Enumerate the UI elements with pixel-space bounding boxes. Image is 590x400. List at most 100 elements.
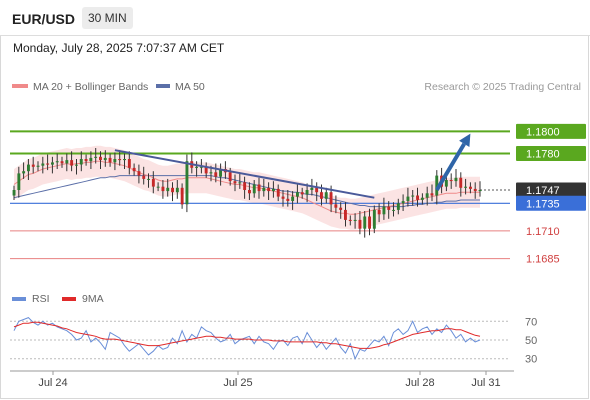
- candle-body: [171, 187, 174, 193]
- candle-body: [459, 177, 463, 188]
- bollinger-band-layer: [14, 145, 480, 230]
- x-tick-label: Jul 31: [471, 377, 500, 389]
- candle-body: [430, 193, 434, 196]
- candle-body: [425, 193, 429, 198]
- candle: [262, 178, 266, 197]
- candle-body: [51, 162, 54, 165]
- rsi-tick-label: 30: [525, 354, 537, 366]
- candle-body: [75, 164, 78, 166]
- candle-body: [416, 195, 419, 200]
- rsi-legend: RSI 9MA: [12, 293, 104, 305]
- candle: [473, 182, 477, 199]
- candle-body: [123, 159, 126, 161]
- candle-body: [175, 187, 179, 193]
- candle-body: [36, 165, 40, 167]
- candle-body: [46, 163, 50, 165]
- level-label-1-1735: 1.1735: [526, 198, 560, 210]
- candle: [108, 153, 112, 167]
- candle-body: [195, 166, 198, 168]
- candle-body: [387, 206, 391, 210]
- candle-body: [444, 180, 448, 187]
- candle-body: [41, 163, 45, 166]
- candle: [113, 152, 117, 171]
- candle: [464, 178, 467, 195]
- x-tick-label: Jul 25: [223, 377, 252, 389]
- candle-body: [454, 177, 458, 182]
- candle: [195, 161, 198, 177]
- candle: [175, 180, 179, 199]
- candle: [219, 163, 222, 186]
- candle: [353, 213, 357, 229]
- candle: [459, 172, 463, 197]
- candle-body: [257, 184, 261, 192]
- candle: [252, 180, 256, 198]
- candle-body: [420, 197, 424, 200]
- candle-body: [291, 196, 295, 201]
- candle: [27, 159, 30, 180]
- candle-body: [334, 204, 338, 208]
- level-label-1-1800: 1.1800: [526, 126, 560, 138]
- candle-body: [358, 219, 362, 229]
- candle: [478, 181, 482, 197]
- candle-body: [276, 188, 280, 197]
- candle: [103, 150, 107, 167]
- ma20-legend-label: MA 20 + Bollinger Bands: [33, 81, 148, 93]
- candle: [94, 148, 98, 164]
- candle: [401, 194, 405, 211]
- level-label-1-1685: 1.1685: [526, 254, 560, 266]
- candle-body: [368, 216, 371, 229]
- candle: [296, 184, 299, 204]
- candle-body: [17, 173, 21, 190]
- candle-body: [401, 201, 405, 204]
- candle-body: [233, 181, 237, 184]
- candle-body: [411, 195, 415, 197]
- candle: [425, 186, 429, 206]
- candle-body: [132, 167, 136, 172]
- candle: [214, 163, 218, 183]
- candle: [344, 202, 347, 227]
- candle: [324, 187, 328, 204]
- candle-body: [137, 171, 141, 176]
- candle: [334, 195, 338, 214]
- trendline: [114, 149, 375, 199]
- candle-body: [272, 188, 275, 192]
- candle: [276, 184, 280, 202]
- candle: [171, 182, 174, 202]
- candle: [60, 156, 64, 168]
- ma20-line: [13, 160, 480, 215]
- candle-body: [94, 156, 98, 158]
- candle: [36, 161, 40, 172]
- candle: [17, 166, 21, 198]
- candle-body: [252, 184, 256, 194]
- level-badge-1-1800: [516, 123, 586, 139]
- candle-body: [464, 186, 467, 188]
- ma50-line: [13, 175, 480, 208]
- rsi-legend-swatch: [12, 297, 26, 301]
- candle: [315, 182, 319, 202]
- candle-body: [180, 187, 184, 205]
- candle: [233, 174, 237, 192]
- candle-body: [219, 169, 222, 177]
- candle-body: [348, 219, 352, 221]
- datetime-label: Monday, July 28, 2025 7:07:37 AM CET: [13, 41, 225, 55]
- candle-body: [55, 161, 59, 163]
- candle-body: [396, 203, 400, 210]
- candle-body: [31, 164, 35, 167]
- level-badge-1-1747: [516, 182, 586, 198]
- x-tick-label: Jul 24: [38, 377, 67, 389]
- chart-frame: [0, 36, 589, 399]
- candle: [272, 181, 275, 198]
- candle: [449, 173, 453, 189]
- candle-body: [406, 196, 410, 201]
- level-label-1-1780: 1.1780: [526, 149, 560, 161]
- timeframe-button[interactable]: 30 MIN: [82, 7, 133, 29]
- candle: [31, 156, 35, 174]
- candle-body: [435, 175, 439, 196]
- candle-body: [372, 209, 376, 229]
- candle: [142, 166, 146, 185]
- candle-body: [478, 190, 482, 192]
- ma9-legend-swatch: [62, 297, 76, 301]
- candle: [70, 151, 74, 172]
- candle: [166, 178, 170, 197]
- candle-body: [22, 171, 26, 174]
